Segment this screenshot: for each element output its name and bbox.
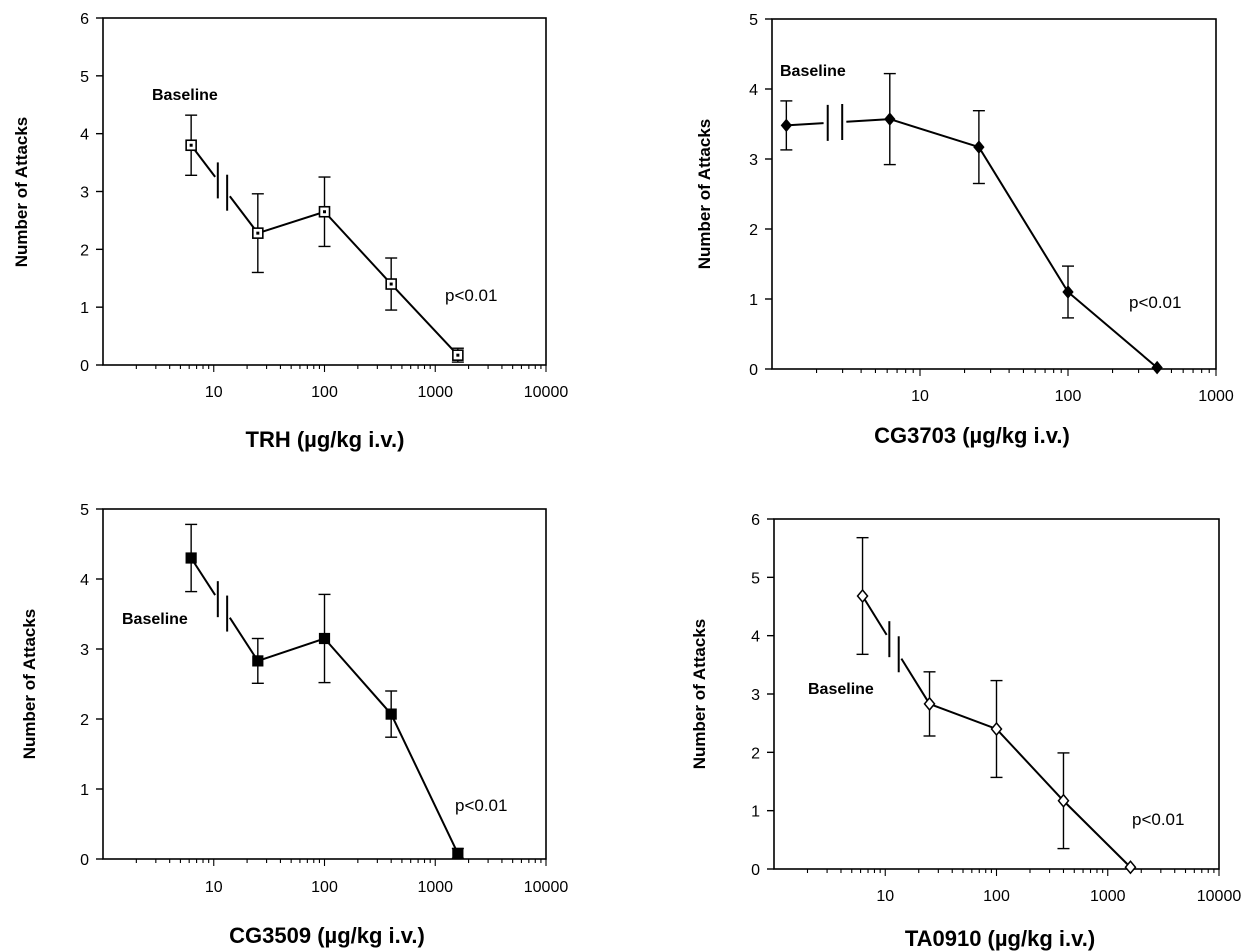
x-tick-label: 1000 [417,879,453,896]
data-point-center [323,210,326,214]
y-tick-label: 2 [751,745,760,762]
chart-panel-1: 0 1 2 3 4 5 6 10 100 1000 10000 TRH (µg/kg i.v.) Num… [12,11,568,452]
y-tick-label: 3 [80,642,89,659]
x-axis-title: CG3509 (µg/kg i.v.) [229,923,425,948]
x-tick-label: 10000 [1197,888,1242,905]
significance-annotation: p<0.01 [1132,810,1184,829]
data-point [780,118,792,133]
y-tick-label: 2 [749,222,758,239]
x-tick-label: 100 [311,384,338,401]
x-tick-label: 10 [876,888,894,905]
data-point-center [189,143,193,147]
x-tick-label: 100 [311,879,338,896]
baseline-label: Baseline [780,63,846,80]
y-tick-label: 0 [749,362,758,379]
data-point [185,552,197,564]
data-point [923,696,936,712]
x-tick-label: 10000 [524,879,569,896]
x-axis-title: TA0910 (µg/kg i.v.) [905,926,1095,951]
y-tick-label: 1 [80,300,89,317]
baseline-connector [861,595,888,636]
x-tick-label: 10000 [524,384,569,401]
series-line [889,118,1158,369]
y-tick-label: 5 [751,570,760,587]
y-tick-label: 3 [80,185,89,202]
plot-frame [771,18,1217,370]
data-point [318,632,331,645]
baseline-label: Baseline [122,611,188,628]
x-tick-label: 1000 [1198,388,1234,405]
data-point [1151,360,1163,375]
y-tick-label: 5 [80,69,89,86]
data-point [1124,860,1137,875]
x-axis-title: CG3703 (µg/kg i.v.) [874,423,1070,448]
data-point-center [256,231,260,235]
data-point [452,847,464,860]
baseline-connector [229,195,259,234]
baseline-label: Baseline [152,87,218,104]
significance-annotation: p<0.01 [1129,293,1181,312]
y-tick-label: 5 [749,12,758,29]
y-tick-label: 3 [749,152,758,169]
data-point-center [389,282,393,286]
y-tick-label: 4 [751,629,760,646]
y-axis-title: Number of Attacks [690,619,709,770]
x-axis-title: TRH (µg/kg i.v.) [246,427,405,452]
x-tick-label: 10 [911,388,929,405]
significance-annotation: p<0.01 [445,286,497,305]
x-tick-label: 10 [205,384,223,401]
data-point [990,721,1003,737]
x-tick-label: 100 [1055,388,1082,405]
x-tick-label: 1000 [417,384,453,401]
baseline-label: Baseline [808,681,874,698]
y-tick-label: 4 [749,82,758,99]
x-tick-label: 1000 [1090,888,1126,905]
y-tick-label: 5 [80,502,89,519]
x-tick-label: 10 [205,879,223,896]
significance-annotation: p<0.01 [455,796,507,815]
y-tick-label: 6 [751,512,760,529]
y-axis-title: Number of Attacks [20,609,39,760]
data-point [884,112,896,126]
chart-panel-2: 0 1 2 3 4 5 10 100 1000 CG3703 (µg/kg i.v.) Number… [695,12,1234,448]
baseline-connector [786,122,824,127]
data-point-center [456,353,460,357]
chart-panel-3: 0 1 2 3 4 5 10 100 1000 10000 CG3509 (µg/kg i.v.) N… [20,502,568,948]
series-line [257,210,459,356]
data-point [1062,285,1074,299]
series-line [929,702,1132,868]
y-axis-title: Number of Attacks [12,117,31,268]
series-line [257,637,459,854]
y-tick-label: 1 [749,292,758,309]
y-tick-label: 0 [80,358,89,375]
y-tick-label: 1 [751,804,760,821]
data-point [252,655,264,667]
y-tick-label: 0 [80,852,89,869]
y-tick-label: 1 [80,782,89,799]
y-tick-label: 4 [80,127,89,144]
y-tick-label: 0 [751,862,760,879]
baseline-connector [846,118,890,123]
y-tick-label: 2 [80,712,89,729]
x-tick-label: 100 [983,888,1010,905]
y-axis-title: Number of Attacks [695,119,714,270]
y-tick-label: 4 [80,572,89,589]
data-point [1057,793,1070,808]
data-point [856,588,869,604]
baseline-connector [900,658,931,705]
y-tick-label: 3 [751,687,760,704]
data-point [385,708,397,720]
y-tick-label: 6 [80,11,89,28]
y-tick-label: 2 [80,242,89,259]
chart-panel-4: 0 1 2 3 4 5 6 10 100 1000 10000 TA0910 (µg/kg i.v.)… [690,512,1241,951]
baseline-connector [190,557,216,596]
baseline-connector [228,617,259,662]
data-point [973,140,985,154]
